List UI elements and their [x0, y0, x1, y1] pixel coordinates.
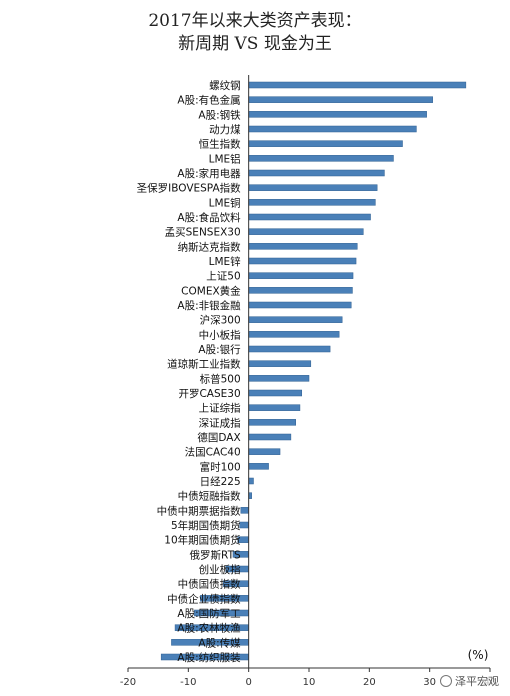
x-tick-label: 30 — [423, 677, 436, 688]
category-label: A股:食品饮料 — [177, 211, 241, 224]
bar — [248, 463, 269, 470]
x-tick-label: -20 — [120, 677, 136, 688]
bar — [248, 360, 312, 367]
bar — [248, 111, 427, 118]
category-label: 沪深300 — [200, 314, 241, 327]
bar — [248, 155, 394, 162]
bar — [248, 257, 357, 265]
chart-title-line-2: 新周期 VS 现金为王 — [178, 34, 332, 54]
category-label: A股:钢铁 — [198, 108, 241, 121]
chart-title-line-1: 2017年以来大类资产表现： — [148, 11, 362, 31]
category-label: 纳斯达克指数 — [178, 240, 241, 253]
category-label: 孟买SENSEX30 — [165, 227, 241, 239]
category-label: LME铜 — [209, 197, 241, 209]
category-label: A股:银行 — [198, 343, 241, 356]
category-label: A股:家用电器 — [177, 167, 241, 180]
bar — [248, 477, 254, 485]
category-label: COMEX黄金 — [181, 284, 241, 297]
unit-label: (%) — [468, 648, 489, 662]
bar — [239, 521, 249, 529]
x-tick-label: -10 — [180, 677, 196, 688]
category-label: A股:传媒 — [198, 636, 241, 649]
category-label: 中债国债指数 — [178, 578, 241, 591]
category-label: 中债企业债指数 — [167, 592, 241, 605]
bar — [248, 331, 340, 338]
category-label: 富时100 — [200, 460, 241, 473]
category-label: 深证成指 — [199, 416, 241, 429]
watermark-text: 泽平宏观 — [455, 675, 499, 688]
bar — [248, 419, 296, 426]
bar — [248, 199, 376, 206]
watermark: 泽平宏观 — [437, 672, 502, 690]
bar — [248, 125, 417, 133]
category-label: LME铝 — [209, 152, 241, 165]
category-label: A股:国防军工 — [177, 607, 240, 620]
category-label: 德国DAX — [197, 431, 240, 444]
category-label: A股:有色金属 — [177, 94, 240, 107]
x-tick-label: 20 — [363, 677, 376, 688]
bar — [248, 375, 310, 382]
bar — [248, 81, 467, 89]
category-label: 标普500 — [200, 372, 241, 385]
category-label: 恒生指数 — [199, 138, 241, 151]
wechat-logo-icon — [440, 675, 452, 687]
bar — [248, 448, 281, 455]
bar — [248, 140, 403, 147]
bar — [248, 287, 353, 294]
bar — [248, 316, 343, 323]
bar — [248, 389, 303, 397]
bar — [248, 301, 352, 309]
category-label: LME锌 — [209, 255, 242, 268]
bar — [248, 228, 364, 235]
bar — [248, 96, 433, 103]
category-label: 法国CAC40 — [185, 446, 241, 459]
category-label: 道琼斯工业指数 — [167, 358, 241, 371]
category-label: 上证50 — [206, 271, 240, 283]
bar — [248, 345, 331, 353]
category-label: A股:非银金融 — [177, 299, 241, 312]
bar — [248, 272, 354, 279]
bar — [248, 433, 292, 441]
category-label: 开罗CASE30 — [178, 388, 240, 400]
bar — [240, 507, 249, 514]
category-label: 螺纹钢 — [209, 79, 241, 92]
bar — [248, 184, 378, 191]
category-label: 日经225 — [200, 475, 241, 488]
category-label: A股:农林牧渔 — [177, 622, 240, 635]
category-label: 5年期国债期货 — [171, 519, 241, 532]
bar — [248, 243, 358, 250]
category-label: 中债中期票据指数 — [157, 504, 241, 517]
category-label: 动力煤 — [209, 123, 241, 136]
category-label: A股:纺织服装 — [177, 651, 241, 664]
x-tick-label: 10 — [303, 677, 316, 688]
category-label: 上证综指 — [199, 402, 241, 415]
category-label: 圣保罗IBOVESPA指数 — [137, 182, 242, 195]
category-label: 中债短融指数 — [178, 490, 241, 503]
chart-title: 2017年以来大类资产表现： 新周期 VS 现金为王 — [0, 10, 510, 56]
category-label: 创业板指 — [199, 563, 241, 576]
bar — [248, 213, 371, 221]
bar — [248, 404, 301, 411]
x-tick-label: 0 — [245, 677, 251, 688]
category-label: 俄罗斯RTS — [190, 548, 241, 561]
bar — [248, 169, 385, 177]
category-label: 中小板指 — [199, 328, 241, 341]
category-label: 10年期国债期货 — [164, 534, 240, 547]
